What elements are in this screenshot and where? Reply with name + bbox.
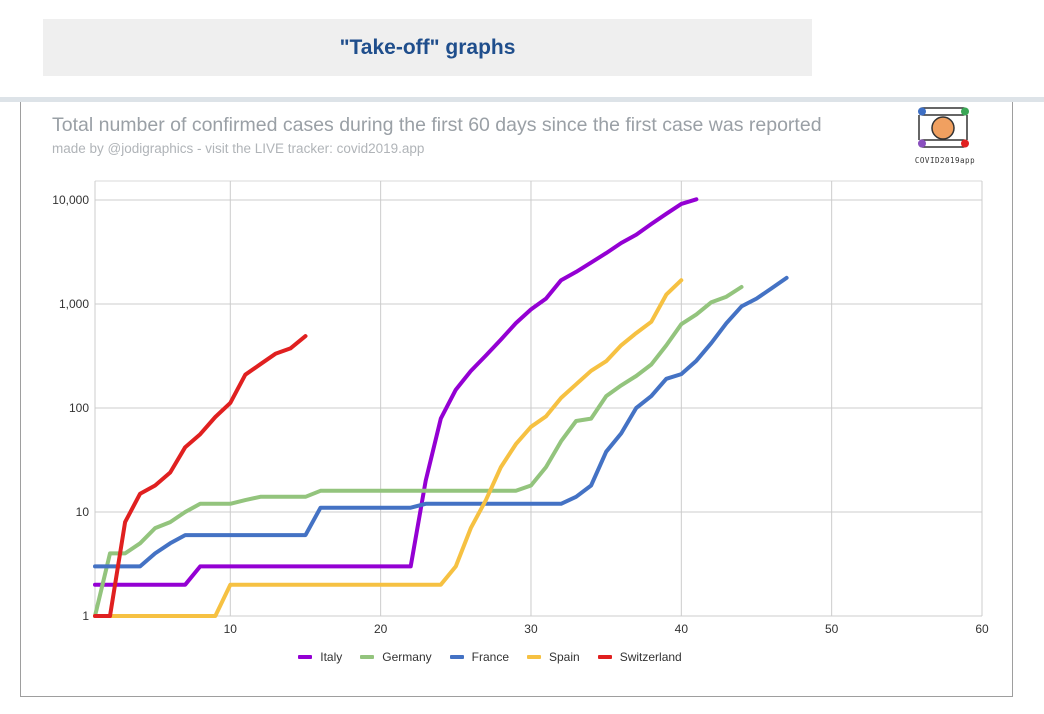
- x-tick-label: 50: [825, 622, 839, 636]
- logo-text: COVID2019app: [914, 156, 976, 165]
- x-tick-label: 20: [374, 622, 388, 636]
- section-divider: [0, 97, 1044, 102]
- legend-item-switzerland[interactable]: Switzerland: [597, 650, 682, 664]
- legend-label: Spain: [549, 650, 580, 664]
- legend-item-spain[interactable]: Spain: [527, 650, 580, 664]
- series-line-france: [93, 275, 789, 569]
- legend-label: Italy: [320, 650, 343, 664]
- series-layer: [93, 197, 789, 618]
- legend-swatch: [597, 655, 612, 659]
- y-tick-label: 10,000: [52, 193, 89, 207]
- y-tick-label: 1: [82, 609, 89, 623]
- tick-labels: 1 10 100 1,000 10,000 10 20 30 40 50 60: [52, 193, 989, 636]
- legend-swatch: [527, 655, 541, 659]
- legend-swatch: [449, 655, 464, 659]
- series-line-switzerland: [93, 334, 308, 618]
- chart-subtitle: made by @jodigraphics - visit the LIVE t…: [52, 141, 425, 156]
- x-tick-label: 40: [675, 622, 689, 636]
- legend-swatch: [298, 655, 313, 659]
- series-line-germany: [93, 285, 744, 618]
- legend-item-italy[interactable]: Italy: [298, 650, 342, 664]
- series-line-spain: [93, 278, 684, 618]
- x-tick-label: 10: [224, 622, 238, 636]
- chart-title: Total number of confirmed cases during t…: [52, 114, 822, 136]
- legend-item-france[interactable]: France: [449, 650, 509, 664]
- x-tick-label: 60: [975, 622, 989, 636]
- x-tick-label: 30: [524, 622, 538, 636]
- header-banner: "Take-off" graphs: [43, 19, 812, 76]
- legend-label: France: [471, 650, 509, 664]
- legend-item-germany[interactable]: Germany: [360, 650, 432, 664]
- y-tick-label: 10: [76, 505, 90, 519]
- covid2019app-logo-icon: [918, 107, 969, 148]
- y-tick-label: 100: [69, 401, 89, 415]
- grid-layer: [94, 180, 983, 617]
- legend: Italy Germany France Spain Switzerland: [0, 650, 1044, 664]
- header-title: "Take-off" graphs: [339, 35, 516, 59]
- y-tick-label: 1,000: [59, 297, 89, 311]
- legend-label: Germany: [382, 650, 432, 664]
- series-line-italy: [93, 197, 699, 587]
- chart-frame: [20, 102, 1013, 697]
- legend-label: Switzerland: [619, 650, 682, 664]
- legend-swatch: [360, 655, 375, 659]
